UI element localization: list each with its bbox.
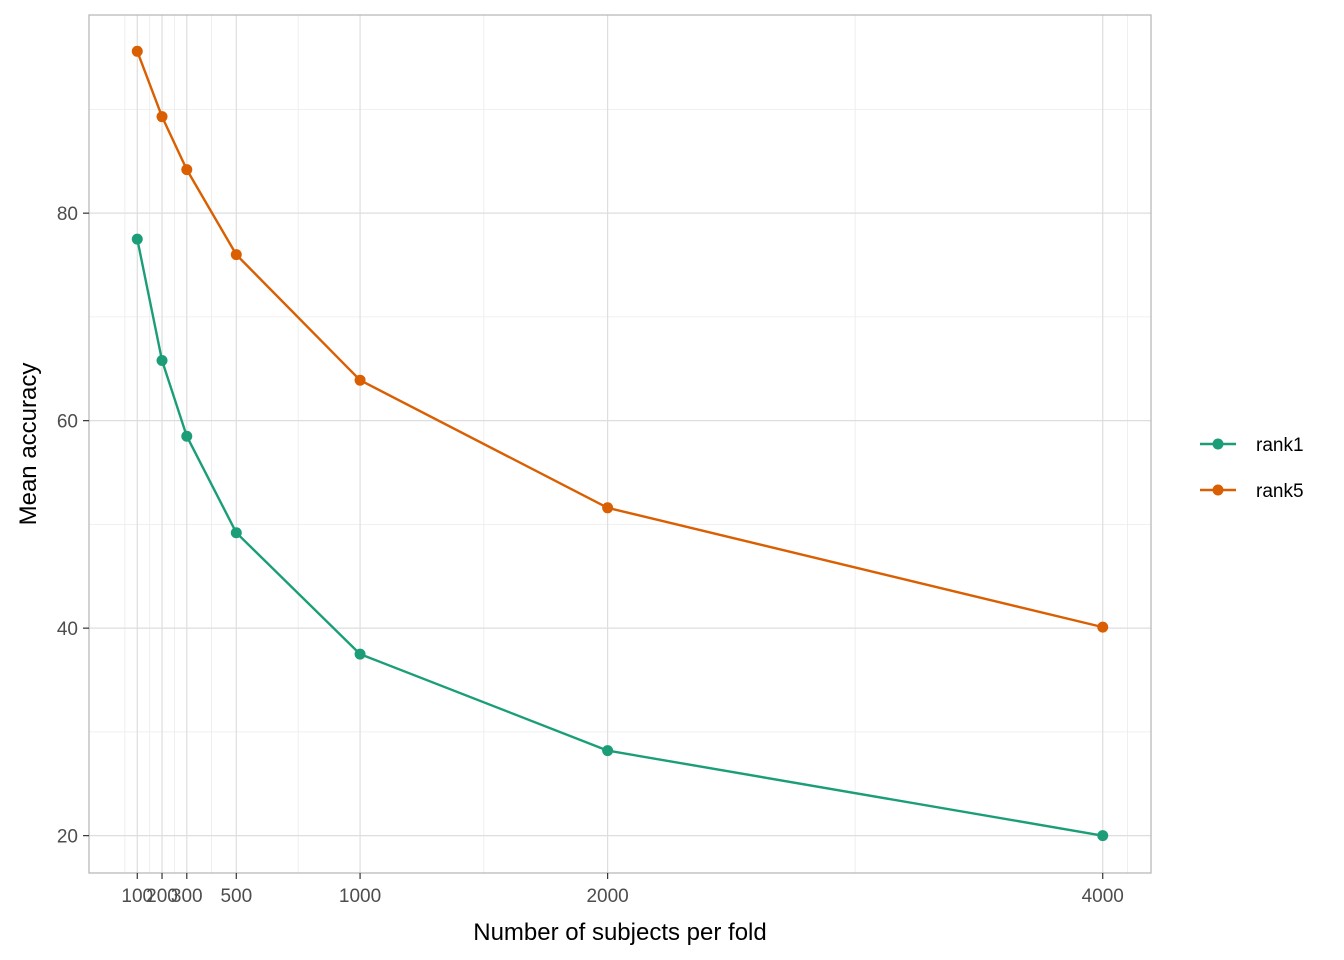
legend-item-rank5: rank5 bbox=[1200, 481, 1304, 502]
data-point-rank1 bbox=[156, 354, 168, 366]
data-point-rank5 bbox=[156, 111, 168, 123]
legend-label: rank1 bbox=[1256, 435, 1304, 456]
x-tick-label: 300 bbox=[171, 886, 203, 907]
legend-key-point bbox=[1212, 484, 1224, 496]
x-tick-label: 2000 bbox=[586, 886, 628, 907]
panel-border bbox=[88, 14, 1152, 874]
x-axis-title: Number of subjects per fold bbox=[473, 919, 766, 946]
y-tick-label: 60 bbox=[57, 412, 78, 433]
data-point-rank5 bbox=[354, 374, 366, 386]
data-point-rank1 bbox=[131, 233, 143, 245]
major-gridlines bbox=[89, 15, 1151, 873]
data-point-rank5 bbox=[181, 164, 193, 176]
data-point-rank5 bbox=[602, 502, 614, 514]
data-point-rank1 bbox=[230, 527, 242, 539]
data-point-rank1 bbox=[1097, 830, 1109, 842]
data-point-rank1 bbox=[602, 745, 614, 757]
x-tick-label: 4000 bbox=[1082, 886, 1124, 907]
axis-ticks bbox=[83, 212, 1104, 879]
x-tick-label: 200 bbox=[146, 886, 178, 907]
x-tick-label: 100 bbox=[121, 886, 153, 907]
series-points bbox=[131, 45, 1109, 842]
y-tick-label: 80 bbox=[57, 204, 78, 225]
x-tick-label: 1000 bbox=[339, 886, 381, 907]
legend: rank1 rank5 bbox=[1200, 435, 1304, 502]
legend-key-point bbox=[1212, 438, 1224, 450]
y-tick-label: 20 bbox=[57, 827, 78, 848]
y-axis-tick-labels: 20 40 60 80 bbox=[57, 204, 78, 847]
x-tick-label: 500 bbox=[220, 886, 252, 907]
data-point-rank5 bbox=[131, 45, 143, 57]
data-point-rank1 bbox=[181, 430, 193, 442]
data-point-rank5 bbox=[230, 249, 242, 261]
legend-label: rank5 bbox=[1256, 481, 1304, 502]
legend-item-rank1: rank1 bbox=[1200, 435, 1304, 456]
data-point-rank5 bbox=[1097, 621, 1109, 633]
y-axis-title: Mean accuracy bbox=[15, 363, 42, 526]
data-point-rank1 bbox=[354, 648, 366, 660]
y-tick-label: 40 bbox=[57, 619, 78, 640]
